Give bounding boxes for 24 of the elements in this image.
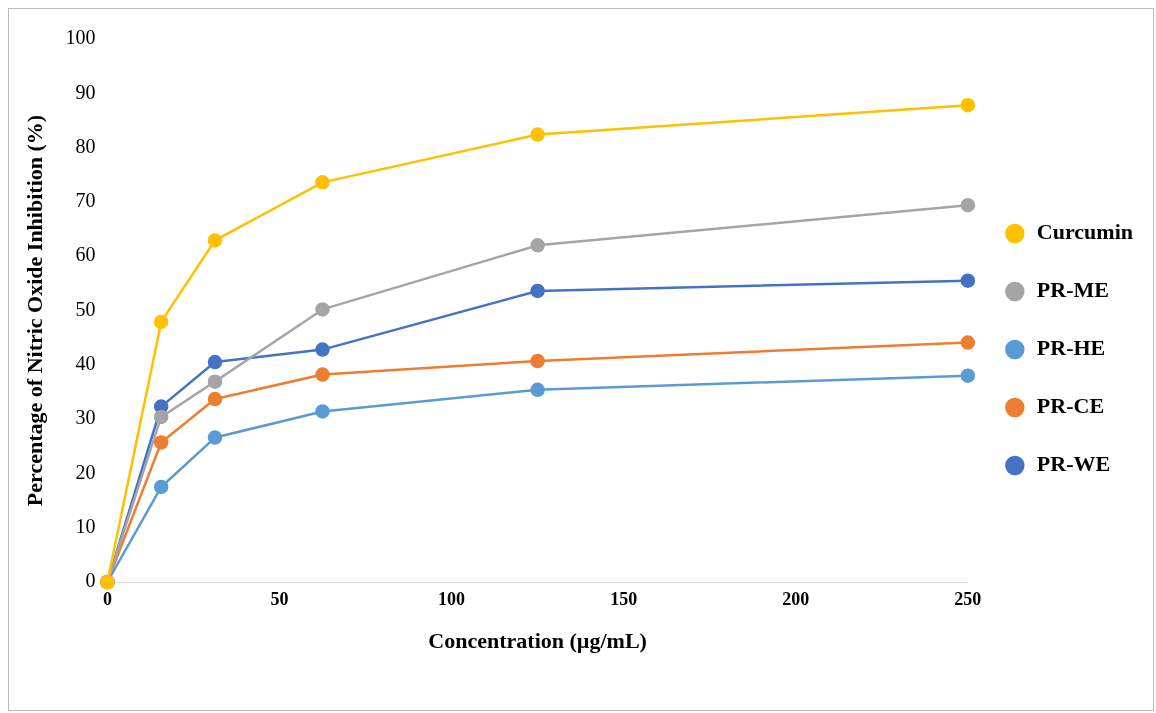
y-tick-label: 60	[75, 243, 96, 266]
y-tick-label: 100	[65, 26, 96, 49]
x-tick-label: 0	[102, 589, 112, 610]
x-tick-label: 200	[782, 589, 810, 610]
legend-label: PR-ME	[1036, 277, 1109, 303]
x-tick-label: 50	[270, 589, 289, 610]
legend-label: Curcumin	[1036, 219, 1134, 245]
y-axis-title: Percentage of Nitric Oxide Inhibition (%)	[21, 114, 47, 507]
y-tick-label: 90	[75, 80, 96, 103]
y-tick-label: 0	[85, 569, 96, 592]
y-tick-label: 80	[75, 134, 96, 157]
y-tick-label: 20	[75, 460, 96, 483]
y-tick-label: 70	[75, 189, 96, 212]
x-tick-label: 150	[610, 589, 638, 610]
legend-label: PR-WE	[1036, 451, 1111, 477]
y-tick-label: 10	[75, 514, 96, 537]
legend-label: PR-CE	[1036, 393, 1105, 419]
legend-label: PR-HE	[1036, 335, 1106, 361]
x-tick-label: 100	[438, 589, 466, 610]
x-tick-label: 250	[954, 589, 982, 610]
y-tick-label: 40	[75, 352, 96, 375]
y-tick-label: 30	[75, 406, 96, 429]
x-axis-title: Concentration (µg/mL)	[428, 628, 647, 654]
y-tick-label: 50	[75, 297, 96, 320]
